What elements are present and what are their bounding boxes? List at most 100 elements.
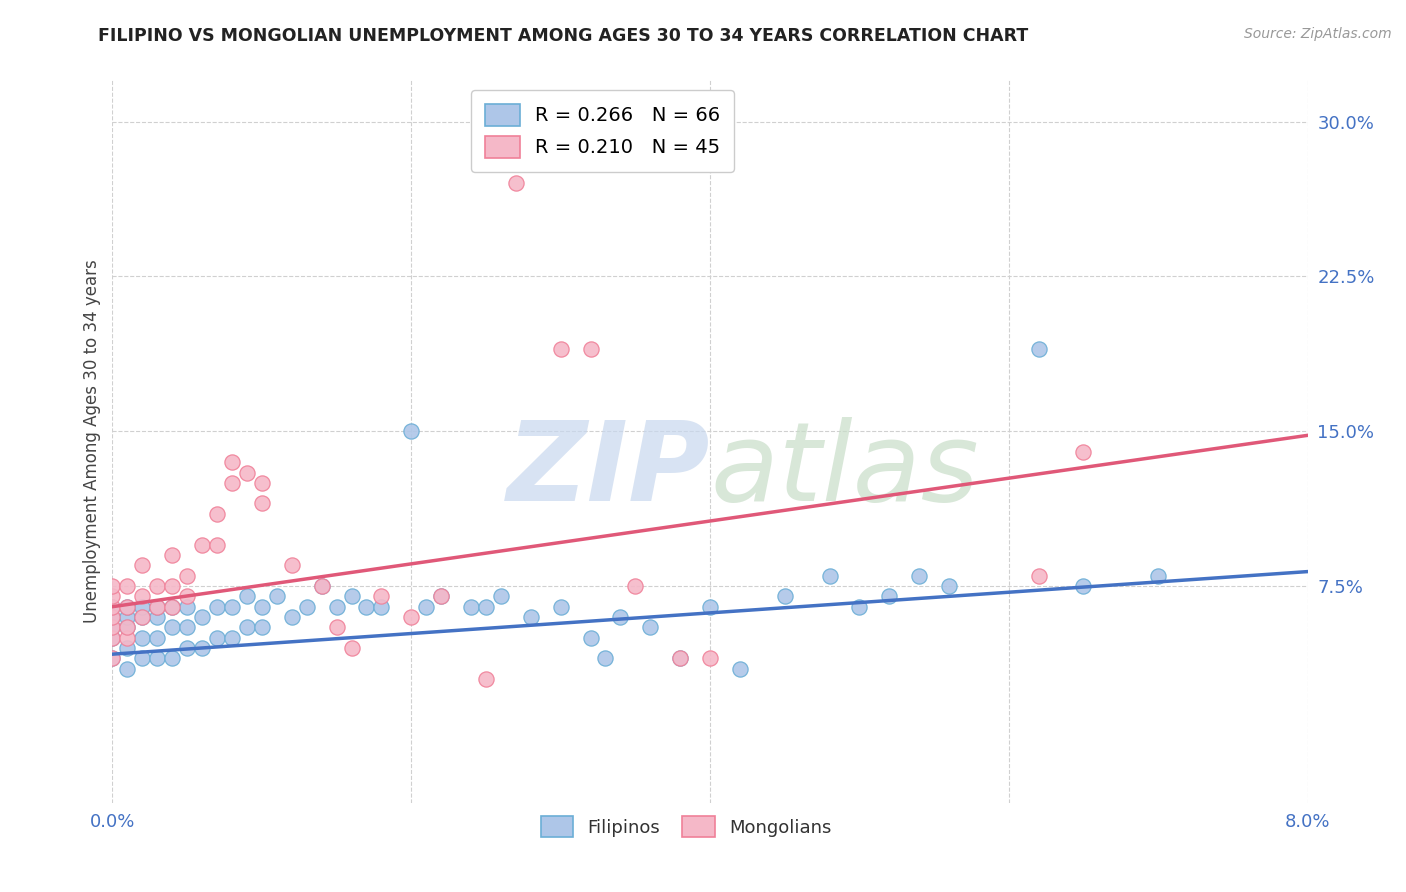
Point: [205, 507, 228, 521]
Point: [221, 475, 243, 490]
Point: [1073, 445, 1095, 459]
Text: Source: ZipAtlas.com: Source: ZipAtlas.com: [1244, 27, 1392, 41]
Point: [311, 579, 333, 593]
Point: [131, 610, 153, 624]
Point: [176, 568, 198, 582]
Point: [101, 599, 124, 614]
Point: [117, 631, 139, 645]
Point: [340, 640, 363, 655]
Point: [131, 590, 153, 604]
Y-axis label: Unemployment Among Ages 30 to 34 years: Unemployment Among Ages 30 to 34 years: [83, 260, 101, 624]
Point: [236, 466, 259, 480]
Point: [117, 662, 139, 676]
Point: [430, 590, 453, 604]
Point: [162, 579, 183, 593]
Point: [340, 590, 363, 604]
Point: [728, 662, 751, 676]
Point: [325, 620, 347, 634]
Point: [311, 579, 333, 593]
Point: [117, 620, 139, 634]
Point: [579, 631, 602, 645]
Point: [520, 610, 543, 624]
Point: [250, 620, 273, 634]
Point: [162, 548, 183, 562]
Point: [101, 579, 124, 593]
Point: [117, 599, 139, 614]
Point: [1073, 579, 1095, 593]
Point: [370, 599, 392, 614]
Point: [101, 651, 124, 665]
Point: [1147, 568, 1170, 582]
Point: [146, 610, 169, 624]
Point: [325, 599, 347, 614]
Point: [205, 599, 228, 614]
Point: [550, 599, 572, 614]
Point: [146, 579, 169, 593]
Point: [131, 651, 153, 665]
Point: [460, 599, 482, 614]
Point: [401, 610, 423, 624]
Point: [221, 455, 243, 469]
Point: [877, 590, 901, 604]
Point: [146, 651, 169, 665]
Point: [848, 599, 870, 614]
Point: [117, 640, 139, 655]
Point: [266, 590, 288, 604]
Point: [475, 599, 498, 614]
Point: [101, 651, 124, 665]
Point: [101, 620, 124, 634]
Point: [205, 538, 228, 552]
Point: [176, 620, 198, 634]
Point: [146, 599, 169, 614]
Point: [624, 579, 647, 593]
Point: [356, 599, 378, 614]
Point: [430, 590, 453, 604]
Point: [1028, 342, 1050, 356]
Point: [162, 651, 183, 665]
Point: [191, 538, 214, 552]
Point: [162, 620, 183, 634]
Point: [699, 651, 721, 665]
Point: [101, 590, 124, 604]
Point: [176, 599, 198, 614]
Point: [146, 599, 169, 614]
Point: [938, 579, 960, 593]
Point: [221, 599, 243, 614]
Point: [908, 568, 931, 582]
Point: [236, 620, 259, 634]
Point: [101, 631, 124, 645]
Text: ZIP: ZIP: [506, 417, 710, 524]
Point: [281, 610, 304, 624]
Point: [295, 599, 318, 614]
Point: [699, 599, 721, 614]
Point: [101, 599, 124, 614]
Point: [117, 599, 139, 614]
Point: [117, 620, 139, 634]
Point: [191, 640, 214, 655]
Point: [101, 631, 124, 645]
Point: [250, 599, 273, 614]
Point: [101, 620, 124, 634]
Point: [191, 610, 214, 624]
Point: [131, 610, 153, 624]
Point: [773, 590, 796, 604]
Point: [579, 342, 602, 356]
Point: [117, 610, 139, 624]
Point: [131, 558, 153, 573]
Point: [415, 599, 437, 614]
Point: [162, 599, 183, 614]
Point: [250, 496, 273, 510]
Point: [281, 558, 304, 573]
Point: [1028, 568, 1050, 582]
Point: [131, 631, 153, 645]
Point: [505, 177, 527, 191]
Point: [475, 672, 498, 686]
Legend: Filipinos, Mongolians: Filipinos, Mongolians: [533, 809, 839, 845]
Point: [221, 631, 243, 645]
Point: [669, 651, 692, 665]
Point: [117, 579, 139, 593]
Text: atlas: atlas: [710, 417, 979, 524]
Point: [101, 610, 124, 624]
Point: [146, 631, 169, 645]
Point: [401, 424, 423, 438]
